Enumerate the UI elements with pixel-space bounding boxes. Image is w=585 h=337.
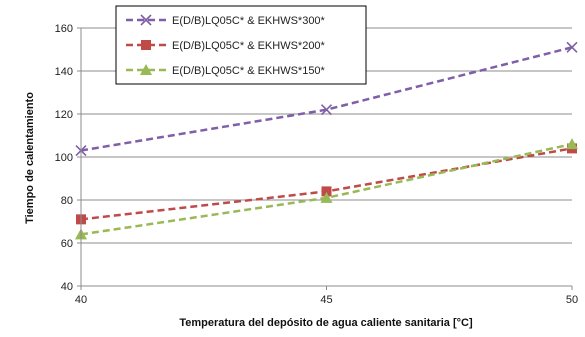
- y-tick-label-140: 140: [55, 66, 73, 78]
- legend-label-2: E(D/B)LQ05C* & EKHWS*200*: [172, 40, 326, 52]
- series-1-point-3: [566, 41, 578, 53]
- axes: 40 60 80 100 120 140 160 40 45 50: [55, 23, 578, 306]
- y-axis-title: Tiempo de calentamiento: [24, 92, 36, 224]
- y-tick-label-100: 100: [55, 152, 73, 164]
- legend-marker-1: [140, 14, 152, 26]
- legend-label-3: E(D/B)LQ05C* & EKHWS*150*: [172, 65, 326, 77]
- x-tick-label-40: 40: [75, 294, 87, 306]
- x-tick-label-50: 50: [566, 294, 578, 306]
- legend-entry-2: E(D/B)LQ05C* & EKHWS*200*: [126, 40, 326, 52]
- series-1: [75, 41, 578, 157]
- legend-marker-2: [141, 40, 151, 50]
- legend-box: [115, 5, 367, 85]
- y-tick-label-80: 80: [61, 195, 73, 207]
- legend-marker-3: [140, 64, 152, 75]
- series-1-point-2-stroke-b: [320, 104, 333, 116]
- series-1-point-2: [320, 104, 333, 116]
- series-3-point-2: [320, 191, 333, 203]
- series-2-point-2: [321, 186, 332, 197]
- series-1-point-3-stroke-b: [566, 41, 578, 53]
- legend-marker-1-stroke-b: [140, 14, 152, 26]
- legend-entry-1: E(D/B)LQ05C* & EKHWS*300*: [126, 14, 326, 27]
- y-tick-label-60: 60: [61, 238, 73, 250]
- y-tick-label-160: 160: [55, 23, 73, 35]
- y-tick-label-40: 40: [61, 281, 73, 293]
- x-axis-title: Temperatura del depósito de agua calient…: [179, 317, 473, 329]
- series-2: [76, 143, 577, 225]
- legend-label-1: E(D/B)LQ05C* & EKHWS*300*: [172, 15, 326, 27]
- y-tick-label-120: 120: [55, 109, 73, 121]
- legend: E(D/B)LQ05C* & EKHWS*300* E(D/B)LQ05C* & …: [115, 5, 367, 85]
- series-3-point-3: [566, 138, 578, 150]
- legend-entry-3: E(D/B)LQ05C* & EKHWS*150*: [126, 64, 326, 77]
- x-tick-label-45: 45: [320, 294, 332, 306]
